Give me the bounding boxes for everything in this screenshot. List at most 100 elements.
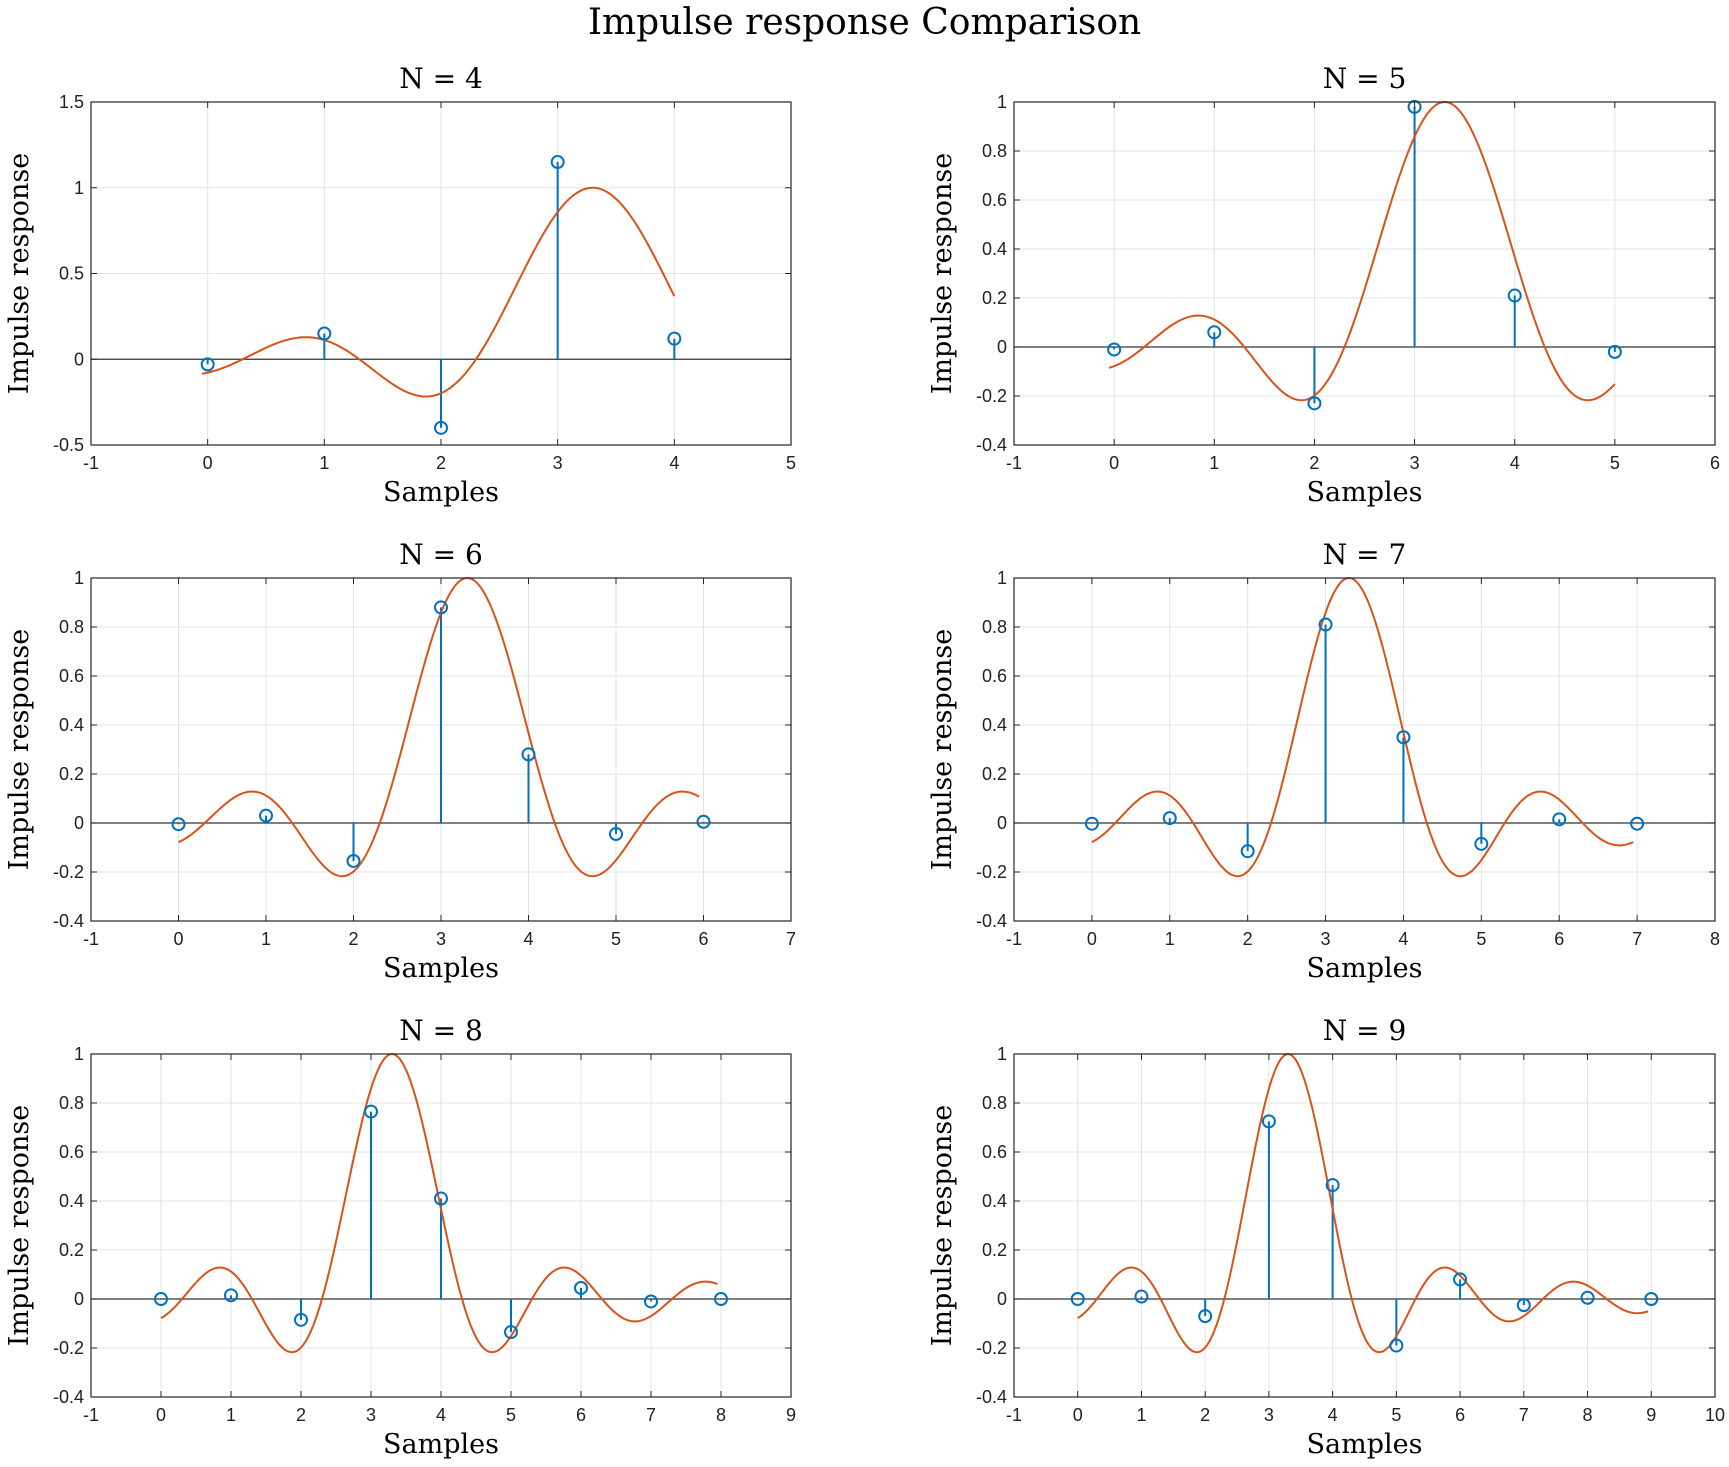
stem-marker [1396, 730, 1411, 745]
axes-box [1013, 101, 1716, 446]
subplot-title: N = 8 [399, 1014, 483, 1047]
x-tick-label: 3 [1321, 929, 1331, 949]
figure-title: Impulse response Comparison [587, 2, 1142, 43]
plot-area [1014, 1054, 1715, 1397]
stem-marker [714, 1292, 728, 1306]
y-tick-label: -0.4 [976, 435, 1007, 455]
x-tick-label: 3 [1410, 453, 1420, 473]
x-tick-label: 6 [1554, 929, 1564, 949]
y-tick-label: 0.6 [982, 190, 1007, 210]
x-tick-label: 8 [716, 1405, 726, 1425]
x-tick-label: 2 [1200, 1405, 1210, 1425]
axes-box [1013, 1053, 1716, 1398]
stem-marker [504, 1325, 518, 1340]
x-tick-label: 10 [1705, 1405, 1725, 1425]
x-axis-label: Samples [383, 1429, 499, 1460]
y-tick-label: -0.2 [976, 386, 1007, 406]
stem-marker [1516, 1298, 1531, 1313]
x-tick-label: 4 [1510, 453, 1520, 473]
y-tick-label: 0.6 [59, 1142, 84, 1162]
stem-marker [1474, 836, 1489, 851]
y-tick-label: 0 [74, 1289, 84, 1309]
x-tick-label: 8 [1583, 1405, 1593, 1425]
x-tick-label: 2 [1309, 453, 1319, 473]
stem-marker [1070, 1292, 1085, 1306]
x-axis-label: Samples [1307, 477, 1423, 508]
x-tick-label: 1 [1209, 453, 1219, 473]
x-tick-label: 0 [1109, 453, 1119, 473]
x-tick-label: 1 [1136, 1405, 1146, 1425]
stem-marker [294, 1312, 308, 1327]
stem-marker [1162, 811, 1177, 826]
x-tick-label: 4 [523, 929, 533, 949]
subplot-5: -1 0 1 2 3 4 5 6 7 8 9 -0.4 -0.2 0 0.2 0.4 0.6 0.8 1 N = 8 S… [4, 1014, 796, 1460]
subplot-title: N = 9 [1323, 1014, 1407, 1047]
y-axis-label: Impulse response [927, 1105, 958, 1347]
x-tick-label: 2 [1243, 929, 1253, 949]
stem-marker [364, 1104, 378, 1119]
stem-marker [1644, 1292, 1659, 1306]
y-tick-label: 0.2 [982, 764, 1007, 784]
x-tick-label: 6 [698, 929, 708, 949]
y-tick-label: 0.2 [59, 764, 84, 784]
y-tick-label: 0.2 [982, 1240, 1007, 1260]
x-tick-label: 4 [1398, 929, 1408, 949]
stem-marker [346, 853, 361, 868]
stem-marker [1389, 1338, 1404, 1353]
x-tick-label: 5 [506, 1405, 516, 1425]
y-tick-label: 0 [997, 813, 1007, 833]
y-tick-label: 1 [997, 1044, 1007, 1064]
stem-marker [1240, 844, 1255, 859]
stem-marker [1453, 1272, 1468, 1287]
y-tick-label: -0.4 [53, 911, 84, 931]
x-tick-label: 5 [1391, 1405, 1401, 1425]
y-tick-label: 0.2 [982, 288, 1007, 308]
y-tick-label: -0.2 [976, 1338, 1007, 1358]
y-tick-label: 0.8 [59, 617, 84, 637]
y-tick-label: 1.5 [59, 92, 84, 112]
y-axis-label: Impulse response [4, 153, 35, 395]
y-tick-label: 0.8 [982, 141, 1007, 161]
y-tick-label: 0.8 [982, 617, 1007, 637]
y-tick-label: 0 [997, 337, 1007, 357]
x-tick-label: 6 [576, 1405, 586, 1425]
y-tick-label: 0 [997, 1289, 1007, 1309]
x-tick-label: 1 [226, 1405, 236, 1425]
subplot-title: N = 5 [1323, 62, 1407, 95]
y-tick-label: 0 [74, 813, 84, 833]
x-tick-label: -1 [83, 929, 99, 949]
x-tick-label: 7 [1632, 929, 1642, 949]
stem-marker [1307, 396, 1322, 411]
y-tick-label: 0.4 [982, 715, 1007, 735]
y-tick-label: 0.4 [59, 715, 84, 735]
y-axis-label: Impulse response [927, 153, 958, 395]
stem-marker [200, 357, 215, 372]
x-tick-label: 6 [1710, 453, 1720, 473]
subplot-2: -1 0 1 2 3 4 5 6 -0.4 -0.2 0 0.2 0.4 0.6 0.8 1 N = 5 Samp… [927, 62, 1720, 508]
y-tick-label: -0.2 [53, 1338, 84, 1358]
x-tick-label: 0 [1087, 929, 1097, 949]
x-axis-label: Samples [1307, 1429, 1423, 1460]
response-curve [201, 186, 676, 398]
stem-marker [1407, 99, 1422, 114]
plot-area [1014, 102, 1715, 445]
x-tick-label: 2 [296, 1405, 306, 1425]
plot-area [1014, 578, 1715, 921]
stem-marker [1630, 816, 1645, 831]
x-tick-label: 2 [436, 453, 446, 473]
y-tick-label: 0.6 [982, 1142, 1007, 1162]
stem-marker [609, 827, 623, 842]
y-tick-label: 0.6 [982, 666, 1007, 686]
stem-marker [171, 817, 186, 832]
stem-marker [1107, 342, 1122, 357]
stem-marker [1552, 812, 1567, 827]
y-tick-label: -0.4 [976, 911, 1007, 931]
x-tick-label: 1 [319, 453, 329, 473]
stem-marker [644, 1294, 658, 1309]
y-tick-label: 1 [997, 92, 1007, 112]
x-tick-label: 0 [1073, 1405, 1083, 1425]
x-tick-label: 3 [436, 929, 446, 949]
y-tick-label: 0.4 [982, 239, 1007, 259]
x-tick-label: -1 [1006, 1405, 1022, 1425]
